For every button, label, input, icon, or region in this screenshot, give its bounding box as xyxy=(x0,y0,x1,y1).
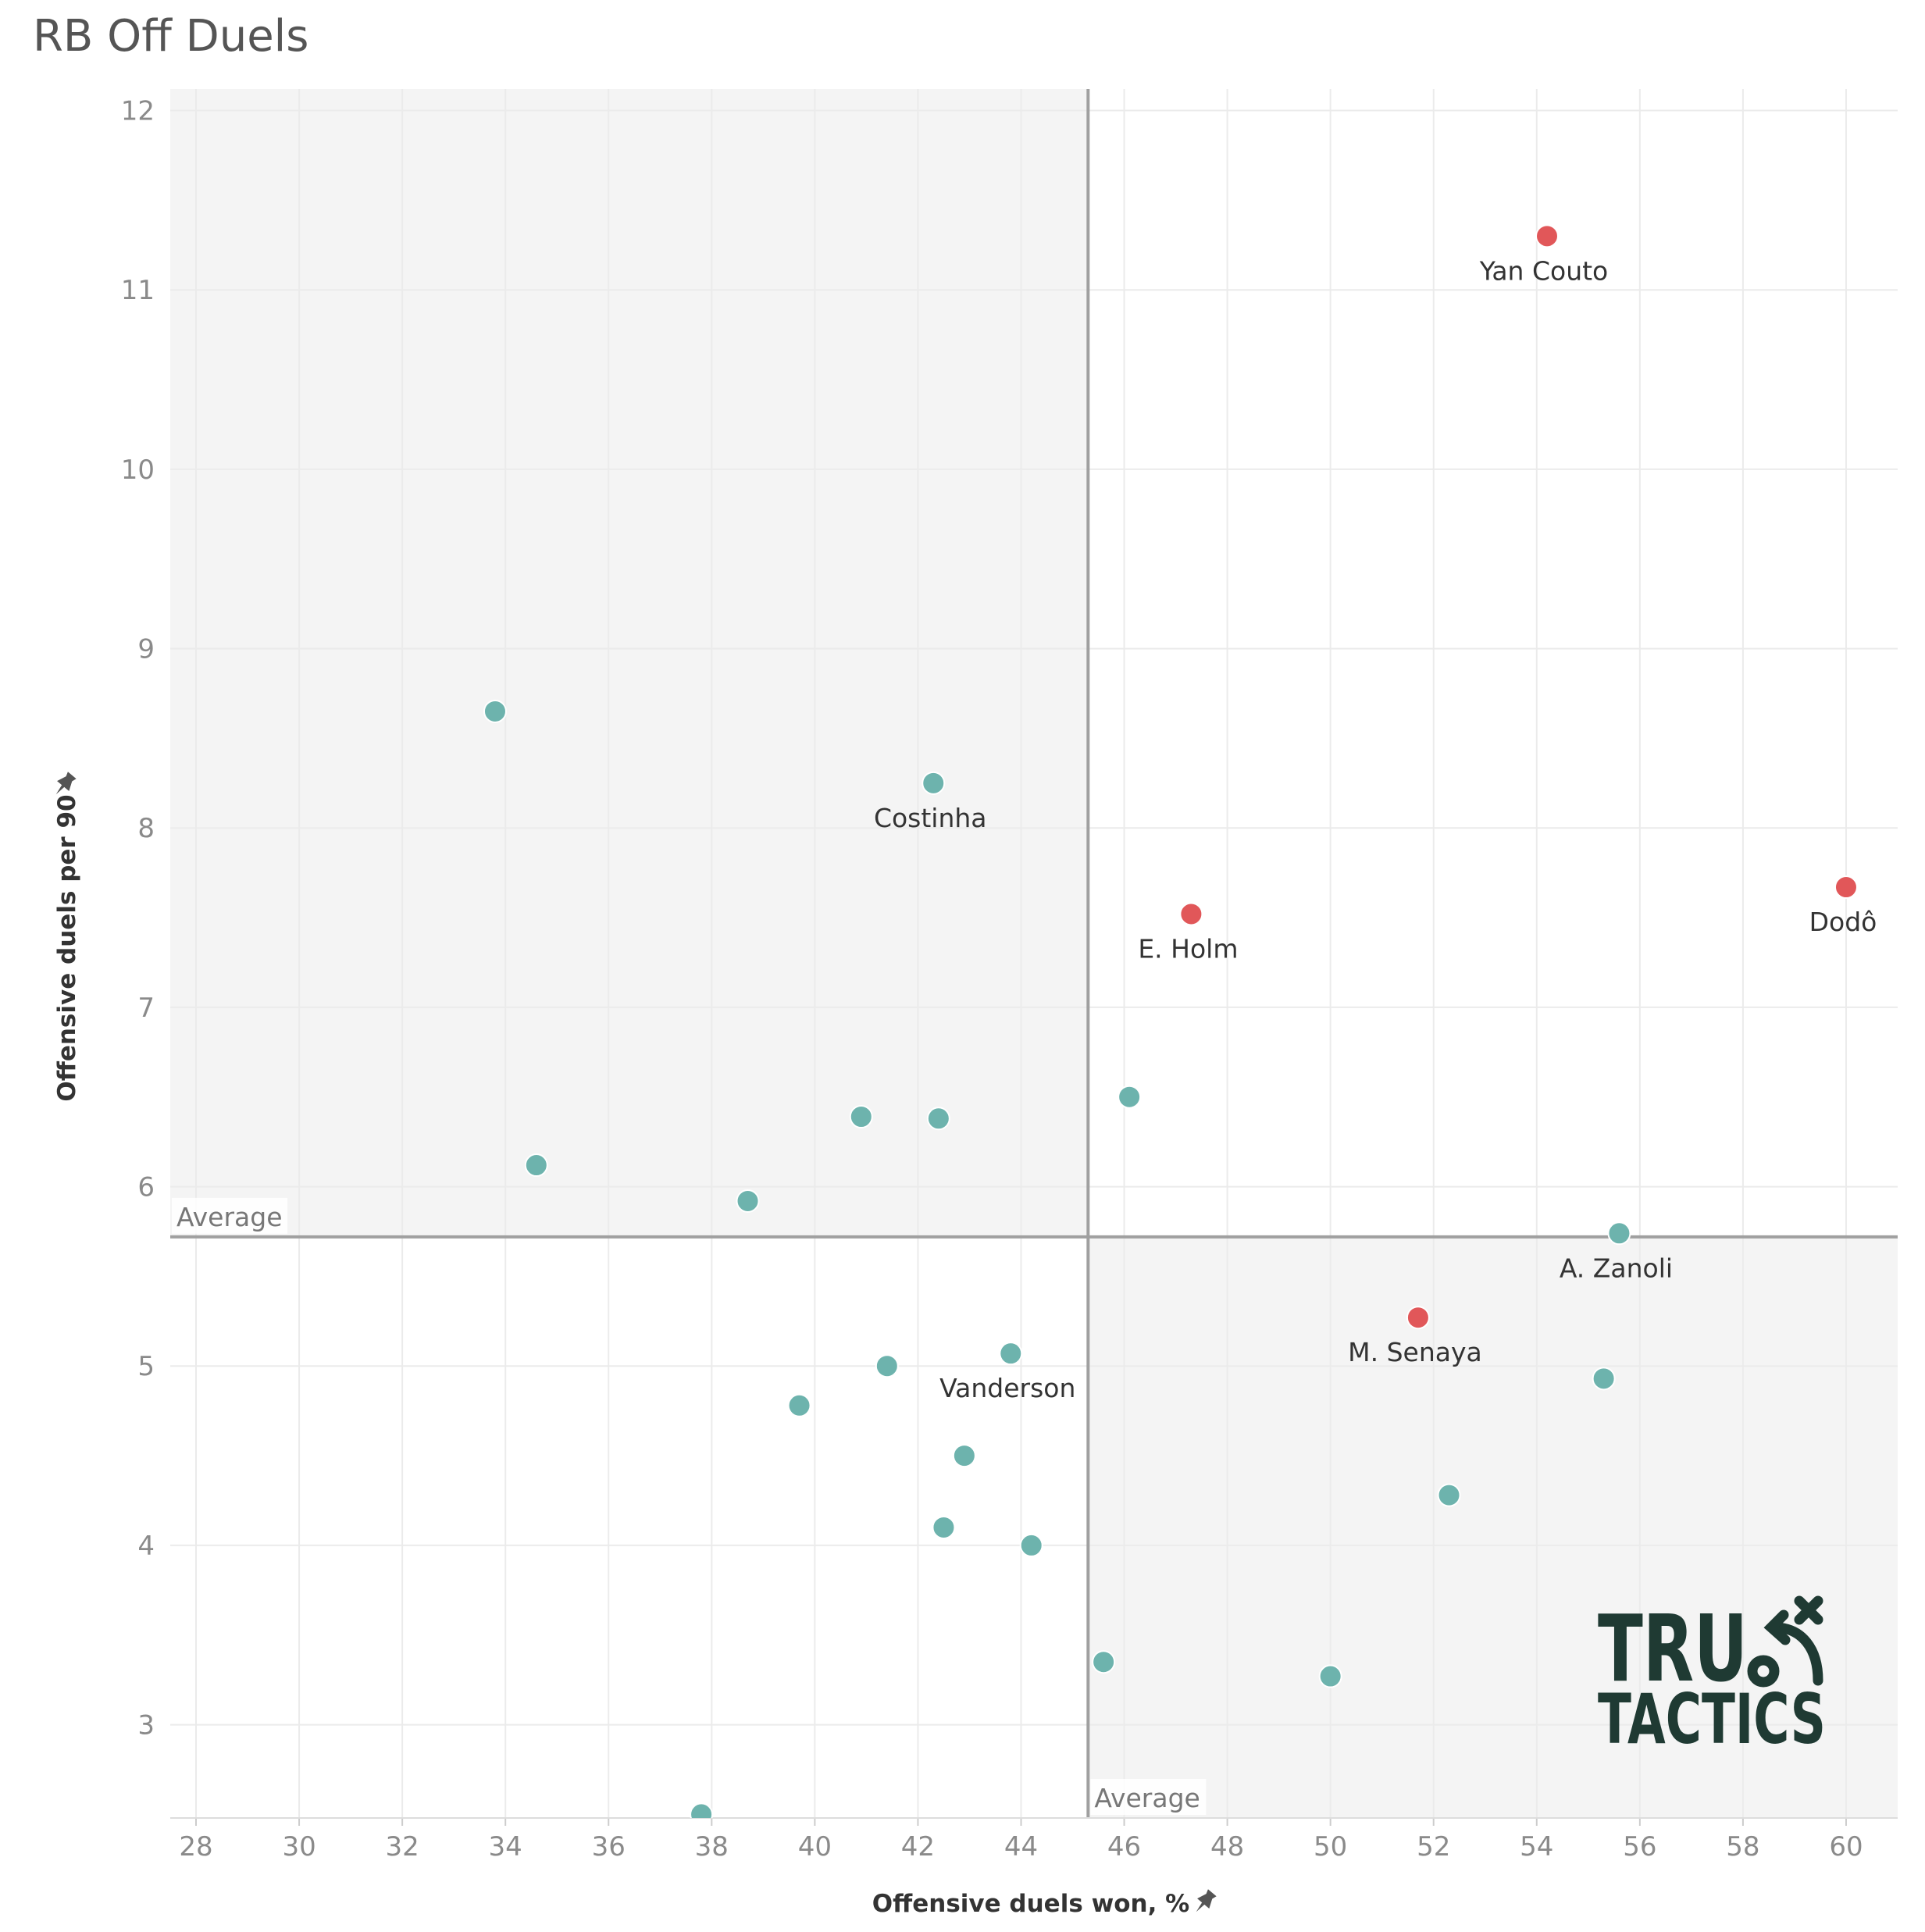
x-tick-label: 34 xyxy=(489,1831,522,1862)
x-tick-label: 28 xyxy=(179,1831,212,1862)
scatter-point[interactable] xyxy=(875,1354,899,1378)
point-label: Costinha xyxy=(874,803,987,833)
pin-icon[interactable] xyxy=(50,770,78,799)
x-tick-label: 48 xyxy=(1210,1831,1244,1862)
x-tick-label: 56 xyxy=(1623,1831,1656,1862)
x-tick-label: 30 xyxy=(282,1831,315,1862)
point-label: A. Zanoli xyxy=(1560,1253,1673,1283)
logo-text-bottom: TACTICS xyxy=(1598,1679,1826,1759)
scatter-point[interactable] xyxy=(1118,1085,1142,1109)
x-tick-label: 54 xyxy=(1520,1831,1553,1862)
y-tick-label: 7 xyxy=(137,993,155,1024)
scatter-point[interactable] xyxy=(1406,1306,1430,1330)
x-tick-label: 58 xyxy=(1726,1831,1759,1862)
tactic-arrow-icon xyxy=(1747,1595,1823,1688)
scatter-point[interactable] xyxy=(1607,1221,1631,1246)
x-tick-label: 38 xyxy=(695,1831,729,1862)
scatter-point[interactable] xyxy=(999,1342,1023,1366)
scatter-point[interactable] xyxy=(736,1189,760,1213)
x-tick-label: 40 xyxy=(798,1831,832,1862)
y-tick-label: 11 xyxy=(121,275,155,306)
x-tick-label: 50 xyxy=(1314,1831,1347,1862)
x-axis-title: Offensive duels won, % xyxy=(872,1890,1189,1918)
y-average-label: Average xyxy=(176,1202,283,1232)
pin-icon[interactable] xyxy=(1190,1887,1218,1916)
x-tick-label: 42 xyxy=(901,1831,935,1862)
y-tick-label: 3 xyxy=(137,1710,155,1741)
point-label: M. Senaya xyxy=(1348,1337,1482,1367)
scatter-point[interactable] xyxy=(1535,224,1559,248)
x-tick-label: 52 xyxy=(1417,1831,1450,1862)
y-average-label-bg xyxy=(172,1197,287,1234)
scatter-point[interactable] xyxy=(926,1107,950,1131)
quadrant-top-left xyxy=(170,89,1089,1237)
y-axis-ticks: 3 4 5 6 7 8 9 10 11 12 xyxy=(121,96,155,1741)
point-label: Dodô xyxy=(1809,907,1877,937)
scatter-point[interactable] xyxy=(1179,902,1203,926)
point-label: E. Holm xyxy=(1138,933,1238,964)
logo-text-top: TRU xyxy=(1598,1595,1748,1702)
x-tick-label: 44 xyxy=(1004,1831,1038,1862)
scatter-point[interactable] xyxy=(483,699,507,723)
scatter-point[interactable] xyxy=(1437,1483,1461,1507)
scatter-point[interactable] xyxy=(787,1393,811,1417)
data-points[interactable] xyxy=(483,224,1858,1825)
y-tick-label: 4 xyxy=(137,1531,155,1562)
y-axis-title: Offensive duels per 90 xyxy=(53,794,81,1101)
scatter-point[interactable] xyxy=(524,1153,548,1178)
scatter-point[interactable] xyxy=(932,1515,956,1539)
chart-title: RB Off Duels xyxy=(33,11,309,62)
scatter-point[interactable] xyxy=(1834,875,1858,900)
x-axis-ticks: 28 30 32 34 36 38 40 42 44 46 48 50 52 54 56 58 60 xyxy=(170,1817,1898,1862)
y-tick-label: 10 xyxy=(121,454,155,486)
x-average-label-bg xyxy=(1090,1779,1207,1815)
y-tick-label: 9 xyxy=(137,634,155,665)
scatter-point[interactable] xyxy=(922,771,946,795)
trutactics-logo: TRU TACTICS xyxy=(1598,1595,1826,1759)
y-tick-label: 6 xyxy=(137,1172,155,1203)
scatter-point[interactable] xyxy=(690,1802,714,1825)
scatter-point[interactable] xyxy=(1092,1650,1116,1674)
scatter-point[interactable] xyxy=(1318,1664,1342,1688)
y-tick-label: 5 xyxy=(137,1351,155,1382)
y-tick-label: 8 xyxy=(137,813,155,844)
x-tick-label: 32 xyxy=(386,1831,419,1862)
x-tick-label: 46 xyxy=(1107,1831,1141,1862)
x-average-label: Average xyxy=(1094,1783,1200,1813)
scatter-point[interactable] xyxy=(1592,1367,1616,1391)
point-label: Yan Couto xyxy=(1479,255,1609,286)
y-tick-label: 12 xyxy=(121,96,155,127)
scatter-point[interactable] xyxy=(952,1444,976,1468)
x-tick-label: 60 xyxy=(1829,1831,1863,1862)
scatter-point[interactable] xyxy=(849,1104,873,1128)
quadrant-bottom-right xyxy=(1088,1236,1898,1818)
point-label: Vanderson xyxy=(939,1373,1075,1403)
grid-lines xyxy=(170,89,1898,1818)
scatter-point[interactable] xyxy=(1019,1533,1043,1557)
quadrant-backgrounds xyxy=(170,89,1898,1818)
point-labels: Yan Couto Dodô E. Holm M. Senaya Costinha A. … xyxy=(874,255,1877,1403)
x-tick-label: 36 xyxy=(592,1831,626,1862)
